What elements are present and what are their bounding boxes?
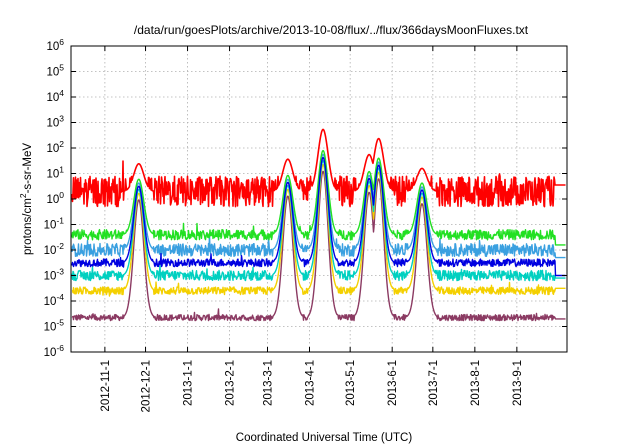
y-tick-exponent: 2: [59, 139, 64, 149]
y-tick-base: 10: [44, 347, 57, 359]
y-tick-base: 10: [46, 143, 59, 155]
y-tick-base: 10: [46, 169, 59, 181]
y-axis: 10-610-510-410-310-210-11001011021031041…: [44, 37, 567, 359]
y-tick-base: 10: [46, 41, 59, 53]
series-line-0: [71, 170, 566, 322]
y-tick-label: 10-3: [44, 267, 65, 283]
y-tick-label: 10-5: [44, 318, 65, 334]
data-series: [71, 128, 566, 322]
y-tick-label: 10-2: [44, 241, 65, 257]
y-tick-base: 10: [46, 118, 59, 130]
chart-title: /data/run/goesPlots/archive/2013-10-08/f…: [134, 23, 529, 37]
y-axis-label: protons/cm2-s-sr-MeV: [18, 143, 34, 255]
y-tick-exponent: 4: [59, 88, 64, 98]
y-tick-label: 101: [46, 165, 64, 181]
x-tick-label: 2013-9-1: [512, 360, 524, 406]
x-tick-label: 2013-4-1: [305, 360, 317, 406]
y-axis-label-sup: 2: [18, 193, 28, 198]
series-line-6: [71, 128, 566, 208]
x-tick-label: 2013-5-1: [345, 360, 357, 406]
x-tick-label: 2013-1-1: [183, 360, 195, 406]
y-tick-base: 10: [44, 220, 57, 232]
x-tick-label: 2013-3-1: [263, 360, 275, 406]
y-tick-exponent: -1: [56, 216, 64, 226]
series-line-4: [71, 149, 566, 246]
y-tick-exponent: -6: [56, 343, 64, 353]
y-tick-label: 10-4: [44, 292, 65, 308]
y-axis-label-base: protons/cm: [22, 198, 34, 255]
y-tick-exponent: -3: [56, 267, 64, 277]
y-tick-exponent: -5: [56, 318, 64, 328]
x-axis-label: Coordinated Universal Time (UTC): [236, 432, 413, 444]
y-tick-base: 10: [44, 322, 57, 334]
y-axis-label-rest: -s-sr-MeV: [22, 143, 34, 194]
y-tick-base: 10: [46, 67, 59, 79]
x-tick-label: 2012-12-1: [141, 360, 153, 412]
series-line-5: [71, 156, 566, 277]
y-tick-base: 10: [44, 271, 57, 283]
y-tick-exponent: 1: [59, 165, 64, 175]
y-tick-label: 104: [46, 88, 64, 104]
y-tick-label: 102: [46, 139, 64, 155]
y-tick-label: 10-1: [44, 216, 65, 232]
x-axis: 2012-11-1 2012-12-1 2013-1-1 2013-2-1 2013-3…: [100, 46, 524, 412]
x-tick-label: 2013-2-1: [225, 360, 237, 406]
y-tick-base: 10: [44, 296, 57, 308]
y-tick-exponent: -2: [56, 241, 64, 251]
y-tick-label: 105: [46, 63, 64, 79]
x-tick-label: 2013-6-1: [387, 360, 399, 406]
x-tick-label: 2013-7-1: [428, 360, 440, 406]
y-tick-label: 106: [46, 37, 64, 53]
x-tick-label: 2012-11-1: [100, 360, 112, 412]
y-tick-base: 10: [44, 245, 57, 257]
y-tick-exponent: 6: [59, 37, 64, 47]
y-tick-base: 10: [46, 92, 59, 104]
y-tick-label: 100: [46, 190, 64, 206]
y-tick-exponent: 3: [59, 114, 64, 124]
x-tick-label: 2013-8-1: [470, 360, 482, 406]
y-tick-label: 103: [46, 114, 64, 130]
y-tick-exponent: -4: [56, 292, 64, 302]
y-tick-base: 10: [46, 194, 59, 206]
y-tick-exponent: 0: [59, 190, 64, 200]
y-tick-exponent: 5: [59, 63, 64, 73]
y-tick-label: 10-6: [44, 343, 65, 359]
